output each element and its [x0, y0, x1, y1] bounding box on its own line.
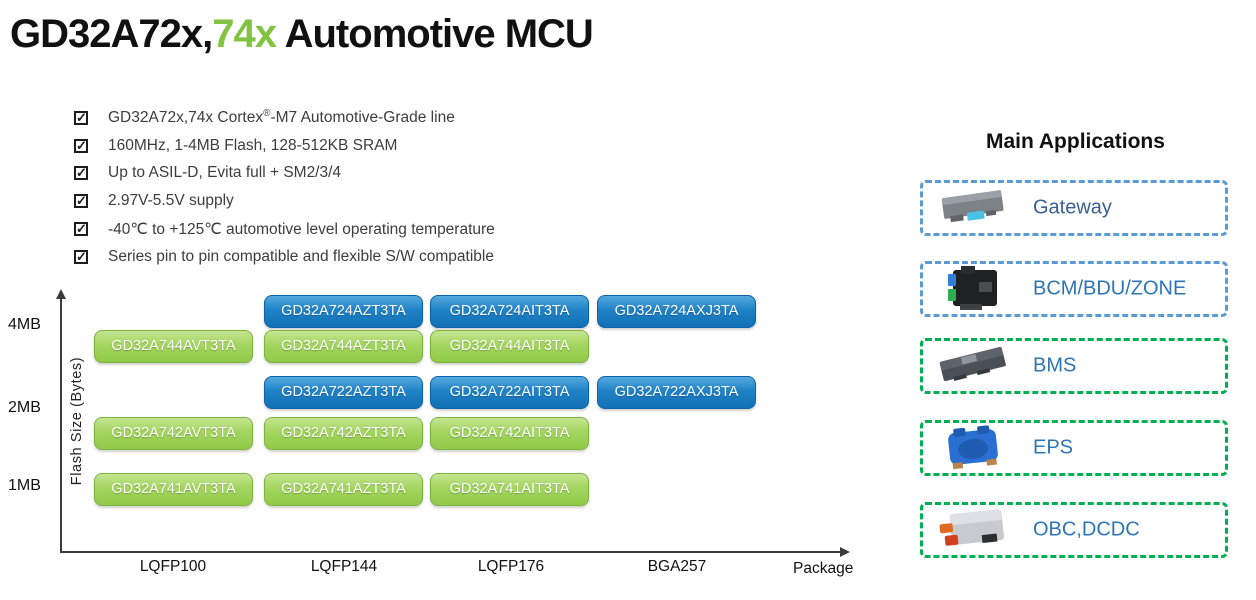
app-box-gateway: Gateway [920, 180, 1228, 236]
x-tick-label: LQFP100 [139, 558, 207, 575]
title-part-green: 74x [212, 12, 277, 56]
x-tick-label: LQFP144 [310, 558, 378, 575]
mcu-part-chip: GD32A722AXJ3TA [597, 376, 756, 409]
feature-text: Up to ASIL-D, Evita full + SM2/3/4 [108, 164, 342, 182]
y-axis-title: Flash Size (Bytes) [69, 356, 85, 486]
x-tick-label: LQFP176 [477, 558, 545, 575]
registered-mark: ® [263, 108, 271, 120]
feature-item: ✓ Series pin to pin compatible and flexi… [74, 243, 495, 271]
app-label-eps: EPS [1033, 436, 1074, 459]
app-box-obc-dcdc: OBC,DCDC [920, 502, 1228, 558]
feature-item: ✓ Up to ASIL-D, Evita full + SM2/3/4 [74, 160, 495, 188]
x-tick-label: BGA257 [647, 558, 707, 575]
y-tick-label: 1MB [8, 477, 41, 494]
checkbox-icon: ✓ [74, 109, 88, 125]
checkbox-icon: ✓ [74, 165, 88, 181]
mcu-part-chip: GD32A724AXJ3TA [597, 295, 756, 328]
x-axis-title: Package [793, 560, 854, 577]
title-part-1: GD32A72x, [10, 12, 213, 56]
checkbox-icon: ✓ [74, 137, 88, 153]
mcu-part-chip: GD32A741AZT3TA [264, 473, 423, 506]
mcu-part-chip: GD32A742AZT3TA [264, 417, 423, 450]
checkbox-icon: ✓ [74, 193, 88, 209]
y-tick-label: 2MB [8, 399, 41, 416]
feature-text: GD32A72x,74x Cortex®-M7 Automotive-Grade… [108, 108, 455, 127]
y-axis-line [60, 299, 62, 552]
y-tick-label: 4MB [8, 316, 41, 333]
page-title: GD32A72x,74x Automotive MCU [10, 12, 594, 57]
feature-text: 160MHz, 1-4MB Flash, 128-512KB SRAM [108, 136, 398, 154]
bms-device-image [939, 346, 1006, 382]
mcu-part-chip: GD32A744AVT3TA [94, 330, 253, 363]
mcu-part-chip: GD32A744AIT3TA [430, 330, 589, 363]
mcu-part-chip: GD32A722AIT3TA [430, 376, 589, 409]
app-label-obc-dcdc: OBC,DCDC [1033, 518, 1140, 541]
mcu-part-chip: GD32A724AZT3TA [264, 295, 423, 328]
mcu-part-chip: GD32A742AVT3TA [94, 417, 253, 450]
x-axis-line [60, 551, 842, 553]
checkbox-icon: ✓ [74, 221, 88, 237]
main-applications-heading: Main Applications [986, 130, 1165, 153]
feature-text: Series pin to pin compatible and flexibl… [108, 247, 494, 265]
feature-list: ✓ GD32A72x,74x Cortex®-M7 Automotive-Gra… [74, 104, 495, 271]
feature-item: ✓ 160MHz, 1-4MB Flash, 128-512KB SRAM [74, 132, 495, 160]
app-label-bms: BMS [1033, 354, 1077, 377]
checkbox-icon: ✓ [74, 248, 88, 264]
feature-item: ✓ 2.97V-5.5V supply [74, 187, 495, 215]
obc-device-image [939, 509, 1005, 546]
eps-device-image [948, 425, 998, 470]
feature-item: ✓ GD32A72x,74x Cortex®-M7 Automotive-Gra… [74, 104, 495, 132]
x-axis-arrow-icon [840, 547, 850, 557]
app-box-eps: EPS [920, 420, 1228, 476]
mcu-part-chip: GD32A724AIT3TA [430, 295, 589, 328]
feature-text: -40℃ to +125℃ automotive level operating… [108, 220, 495, 238]
app-label-bcm-bdu-zone: BCM/BDU/ZONE [1033, 277, 1187, 300]
mcu-part-chip: GD32A741AIT3TA [430, 473, 589, 506]
mcu-part-chip: GD32A744AZT3TA [264, 330, 423, 363]
mcu-part-chip: GD32A741AVT3TA [94, 473, 253, 506]
y-axis-arrow-icon [56, 289, 66, 299]
bcm-device-image [948, 265, 997, 310]
gateway-device-image [941, 190, 1004, 223]
feature-text: 2.97V-5.5V supply [108, 192, 234, 210]
app-box-bms: BMS [920, 338, 1228, 394]
app-box-bcm-bdu-zone: BCM/BDU/ZONE [920, 261, 1228, 317]
mcu-part-chip: GD32A742AIT3TA [430, 417, 589, 450]
mcu-part-chip: GD32A722AZT3TA [264, 376, 423, 409]
feature-item: ✓ -40℃ to +125℃ automotive level operati… [74, 215, 495, 243]
app-label-gateway: Gateway [1033, 196, 1112, 219]
title-part-2: Automotive MCU [275, 12, 594, 56]
